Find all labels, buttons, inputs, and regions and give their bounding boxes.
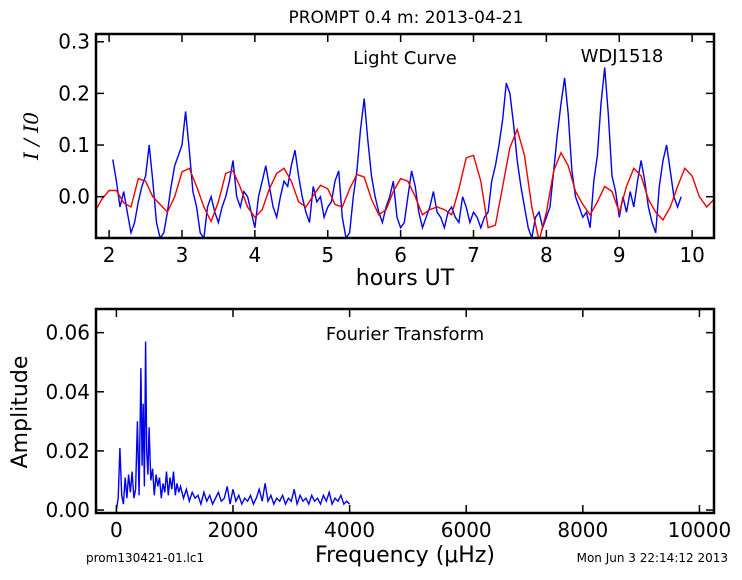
light-curve-x-tick-label: 6 xyxy=(394,243,407,267)
light-curve-ylabel: I / I0 xyxy=(19,112,43,161)
light-curve-series-0 xyxy=(112,67,682,238)
light-curve-x-tick-label: 2 xyxy=(103,243,116,267)
fourier-x-tick-label: 6000 xyxy=(441,518,492,542)
fourier-title: Fourier Transform xyxy=(326,324,484,345)
light-curve-y-tick-label: 0.0 xyxy=(58,185,90,209)
light-curve-x-tick-label: 3 xyxy=(176,243,189,267)
fourier-x-tick-label: 4000 xyxy=(324,518,375,542)
light-curve-x-tick-label: 9 xyxy=(613,243,626,267)
figure-title: PROMPT 0.4 m: 2013-04-21 xyxy=(288,8,523,28)
light-curve-x-tick-label: 5 xyxy=(321,243,334,267)
footer-timestamp: Mon Jun 3 22:14:12 2013 xyxy=(577,551,728,565)
light-curve-series-1 xyxy=(96,127,714,238)
light-curve-x-tick-label: 10 xyxy=(679,243,704,267)
light-curve-x-tick-label: 4 xyxy=(249,243,262,267)
fourier-y-tick-label: 0.02 xyxy=(45,439,90,463)
light-curve-y-tick-label: 0.2 xyxy=(58,81,90,105)
fourier-x-tick-label: 0 xyxy=(110,518,123,542)
light-curve-y-tick-label: 0.3 xyxy=(58,30,90,54)
fourier-y-tick-label: 0.06 xyxy=(45,321,90,345)
fourier-y-tick-label: 0.04 xyxy=(45,380,90,404)
light-curve-x-tick-label: 8 xyxy=(540,243,553,267)
light-curve-panel: 2 3 4 5 6 7 8 9 10 0.0 0.1 0.2 0.3 Light Curve WDJ15… xyxy=(19,30,716,291)
fourier-series-0 xyxy=(115,341,351,511)
light-curve-frame xyxy=(94,32,716,240)
fourier-x-tick-label: 2000 xyxy=(208,518,259,542)
fourier-y-tick-label: 0.00 xyxy=(45,498,90,522)
light-curve-xlabel: hours UT xyxy=(356,266,455,291)
fourier-x-tick-label: 10000 xyxy=(668,518,732,542)
fourier-x-tick-label: 8000 xyxy=(557,518,608,542)
light-curve-y-tick-label: 0.1 xyxy=(58,133,90,157)
fourier-panel: 0 2000 4000 6000 8000 10000 0.00 0.02 0.04 0.06 F… xyxy=(8,307,732,568)
light-curve-title: Light Curve xyxy=(353,48,457,69)
fourier-xlabel: Frequency (μHz) xyxy=(315,543,495,568)
footer-filename: prom130421-01.lc1 xyxy=(86,551,204,565)
fourier-frame xyxy=(94,307,716,515)
light-curve-annotation: WDJ1518 xyxy=(581,46,664,67)
light-curve-x-tick-label: 7 xyxy=(467,243,480,267)
fourier-ylabel: Amplitude xyxy=(8,356,33,469)
